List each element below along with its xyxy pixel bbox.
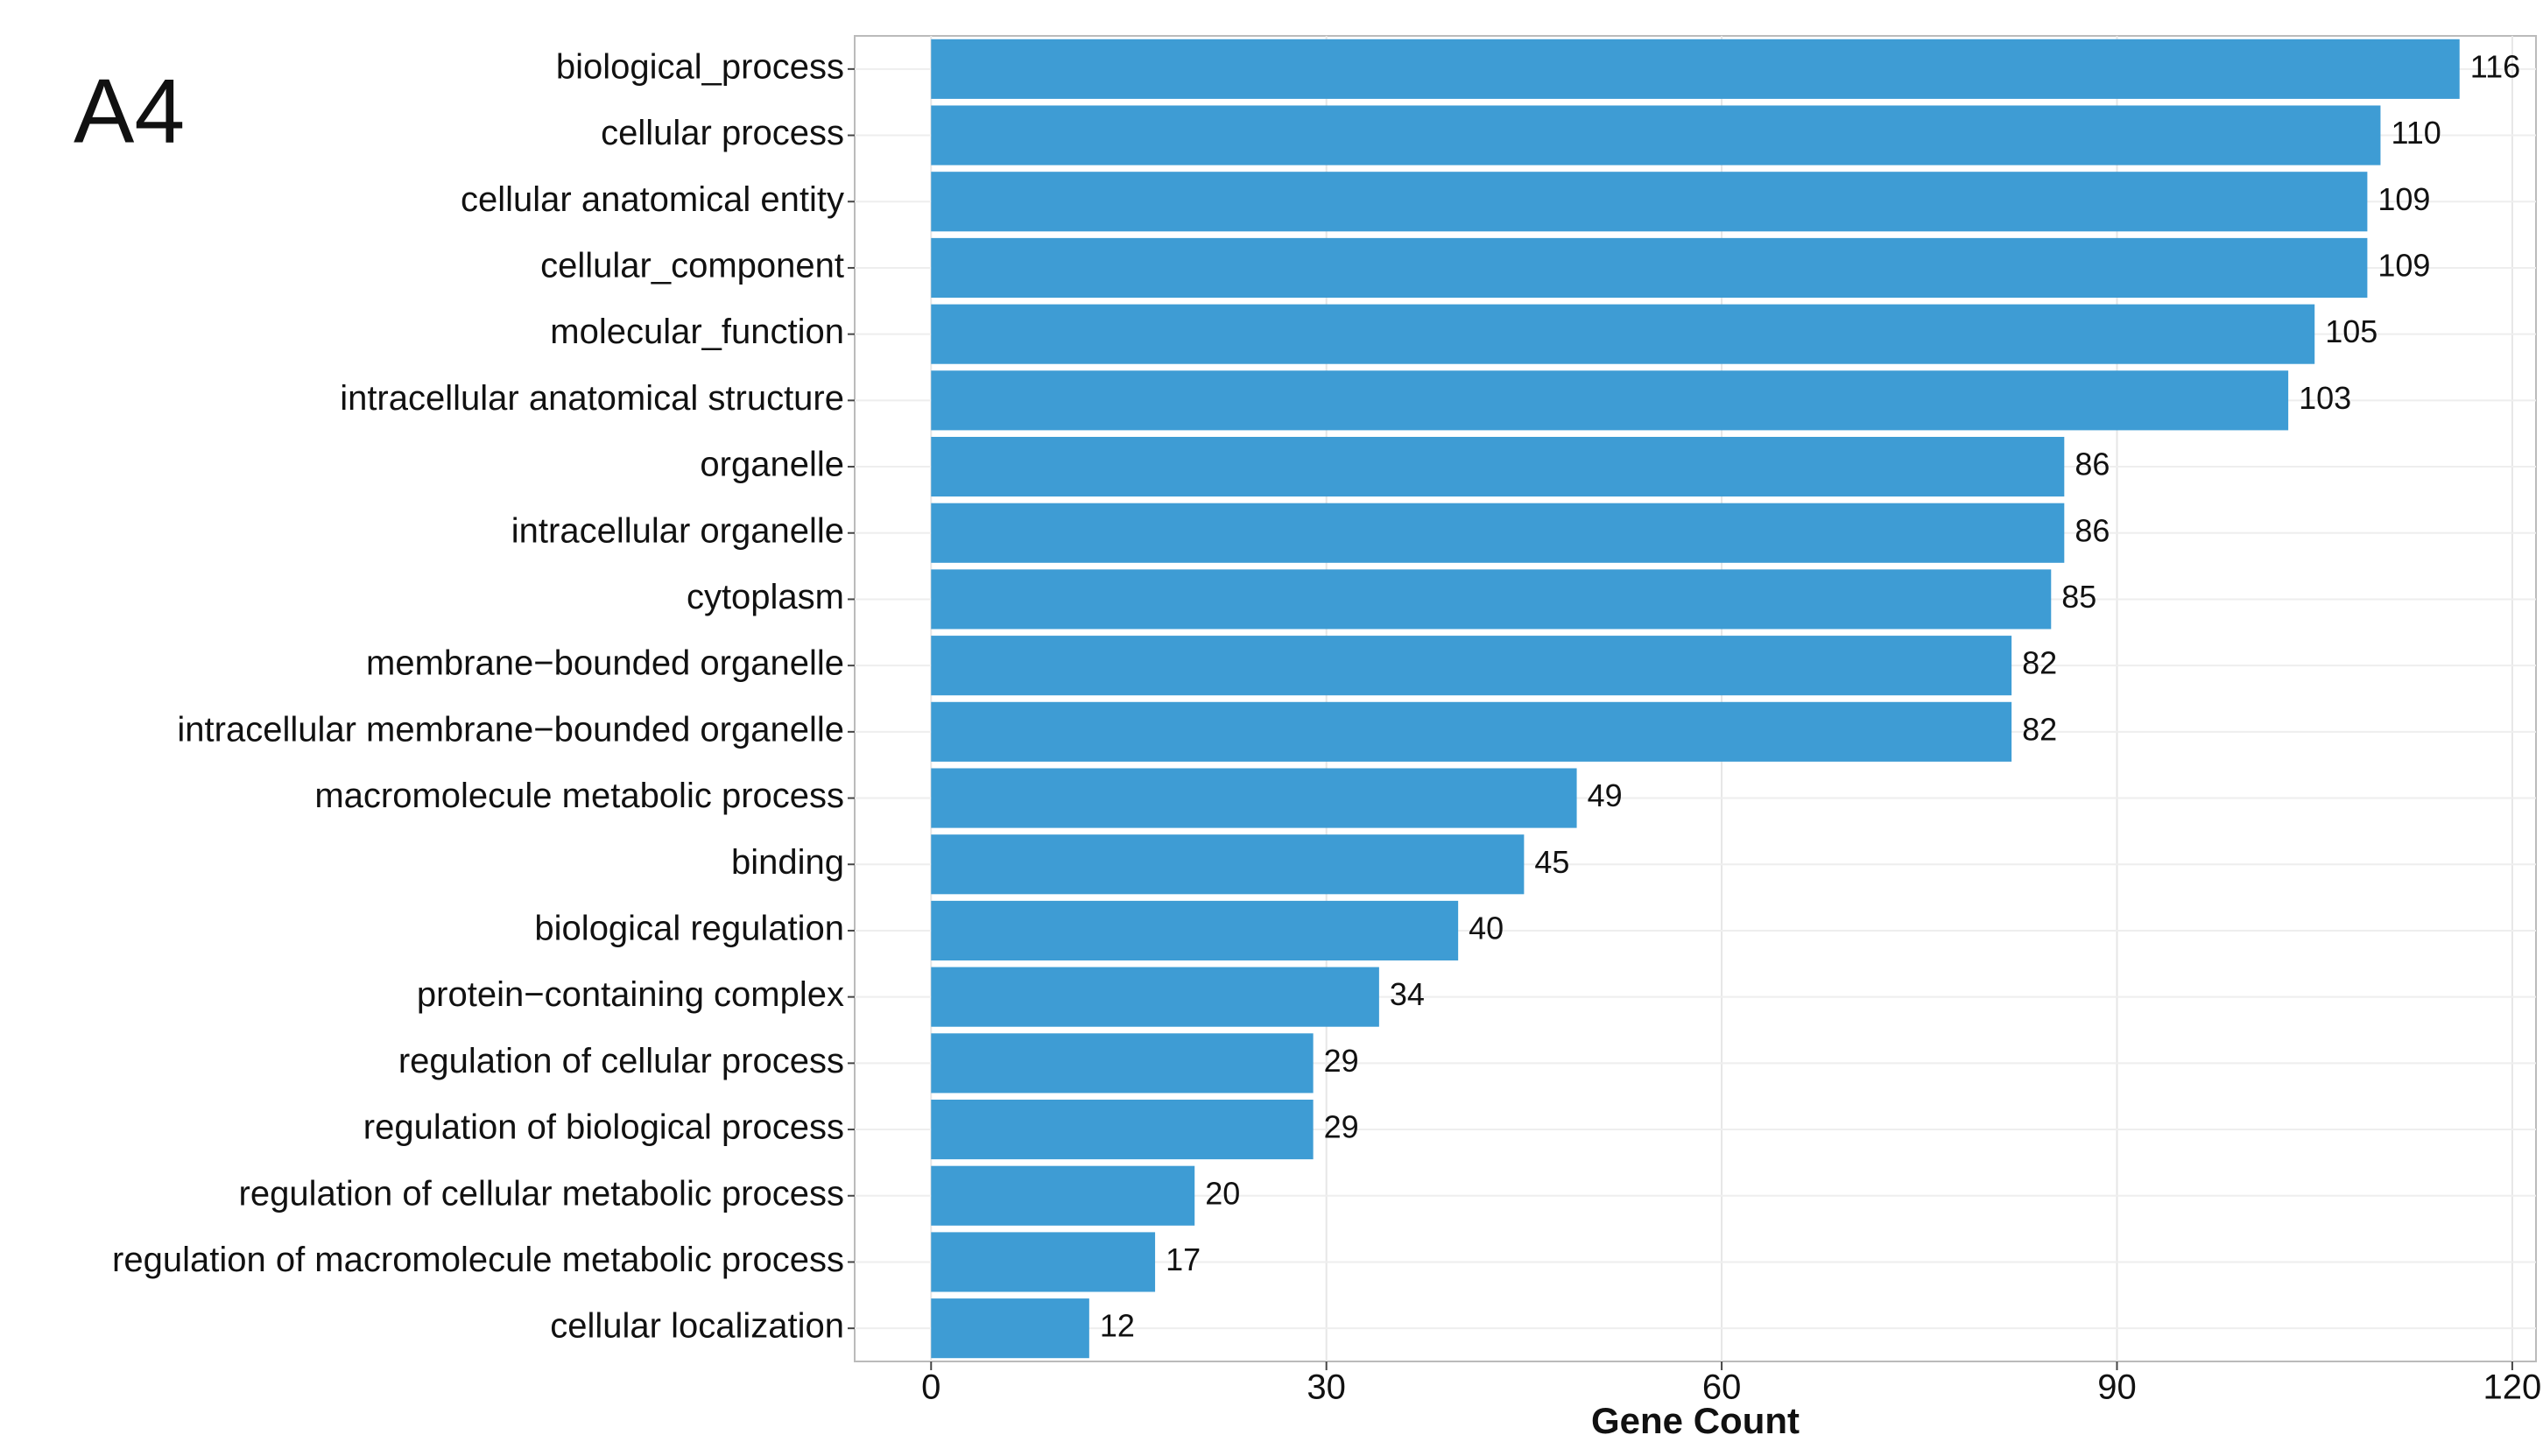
bar — [931, 503, 2065, 563]
y-tick-label: membrane−bounded organelle — [366, 644, 844, 683]
value-label: 82 — [2022, 711, 2057, 747]
y-tick-label: intracellular organelle — [511, 511, 844, 550]
value-label: 20 — [1205, 1175, 1240, 1211]
bar — [931, 569, 2052, 630]
bar — [931, 105, 2381, 165]
x-tick-label: 30 — [1307, 1368, 1346, 1407]
value-label: 49 — [1588, 777, 1623, 813]
bar — [931, 967, 1379, 1027]
bar — [931, 1298, 1089, 1359]
value-label: 109 — [2377, 247, 2430, 283]
bar — [931, 172, 2368, 232]
value-label: 116 — [2470, 48, 2520, 84]
bar — [931, 1099, 1314, 1160]
x-axis-label: Gene Count — [1591, 1400, 1800, 1441]
x-tick-label: 0 — [921, 1368, 940, 1407]
y-tick-label: regulation of cellular metabolic process — [239, 1174, 844, 1213]
y-tick-label: intracellular membrane−bounded organelle — [177, 710, 844, 749]
x-tick-label: 60 — [1702, 1368, 1742, 1407]
bar — [931, 636, 2012, 696]
value-label: 110 — [2391, 115, 2441, 151]
bar — [931, 834, 1525, 895]
value-label: 85 — [2061, 579, 2096, 615]
y-tick-label: biological_process — [556, 47, 844, 86]
y-tick-label: molecular_function — [550, 313, 844, 351]
y-tick-label: cellular localization — [550, 1307, 844, 1346]
value-label: 105 — [2325, 313, 2377, 349]
y-tick-label: cellular_component — [540, 247, 844, 285]
bar — [931, 1033, 1314, 1094]
y-tick-label: cytoplasm — [687, 578, 844, 616]
y-tick-label: organelle — [700, 446, 844, 484]
y-tick-label: regulation of biological process — [363, 1108, 844, 1147]
x-tick-label: 90 — [2097, 1368, 2137, 1407]
bar — [931, 237, 2368, 299]
bar — [931, 701, 2012, 762]
y-tick-label: protein−containing complex — [417, 975, 844, 1014]
bar — [931, 1165, 1195, 1226]
value-label: 29 — [1324, 1109, 1359, 1145]
value-label: 17 — [1166, 1241, 1201, 1277]
y-tick-label: cellular process — [601, 114, 844, 152]
value-label: 29 — [1324, 1043, 1359, 1079]
value-label: 45 — [1534, 844, 1569, 880]
panel-label: A4 — [74, 60, 185, 162]
y-tick-label: biological regulation — [534, 910, 844, 948]
value-label: 86 — [2075, 447, 2110, 482]
y-tick-label: macromolecule metabolic process — [314, 777, 844, 815]
value-label: 103 — [2299, 380, 2351, 416]
bar — [931, 768, 1577, 828]
bar — [931, 370, 2289, 431]
value-label: 86 — [2075, 512, 2110, 548]
value-label: 82 — [2022, 645, 2057, 681]
plot-panel — [854, 35, 2537, 1362]
bar — [931, 900, 1459, 961]
y-tick-label: cellular anatomical entity — [461, 180, 844, 219]
x-tick-label: 120 — [2483, 1368, 2542, 1407]
value-label: 12 — [1100, 1308, 1135, 1344]
y-tick-label: binding — [731, 843, 844, 882]
y-tick-label: regulation of macromolecule metabolic pr… — [112, 1241, 844, 1279]
y-tick-label: intracellular anatomical structure — [340, 379, 844, 418]
bar — [931, 304, 2315, 364]
bar — [931, 39, 2460, 99]
value-label: 109 — [2377, 181, 2430, 217]
bar — [931, 436, 2065, 497]
bar — [931, 1232, 1156, 1292]
value-label: 40 — [1469, 910, 1504, 946]
y-tick-label: regulation of cellular process — [398, 1042, 844, 1080]
value-label: 34 — [1390, 976, 1425, 1012]
